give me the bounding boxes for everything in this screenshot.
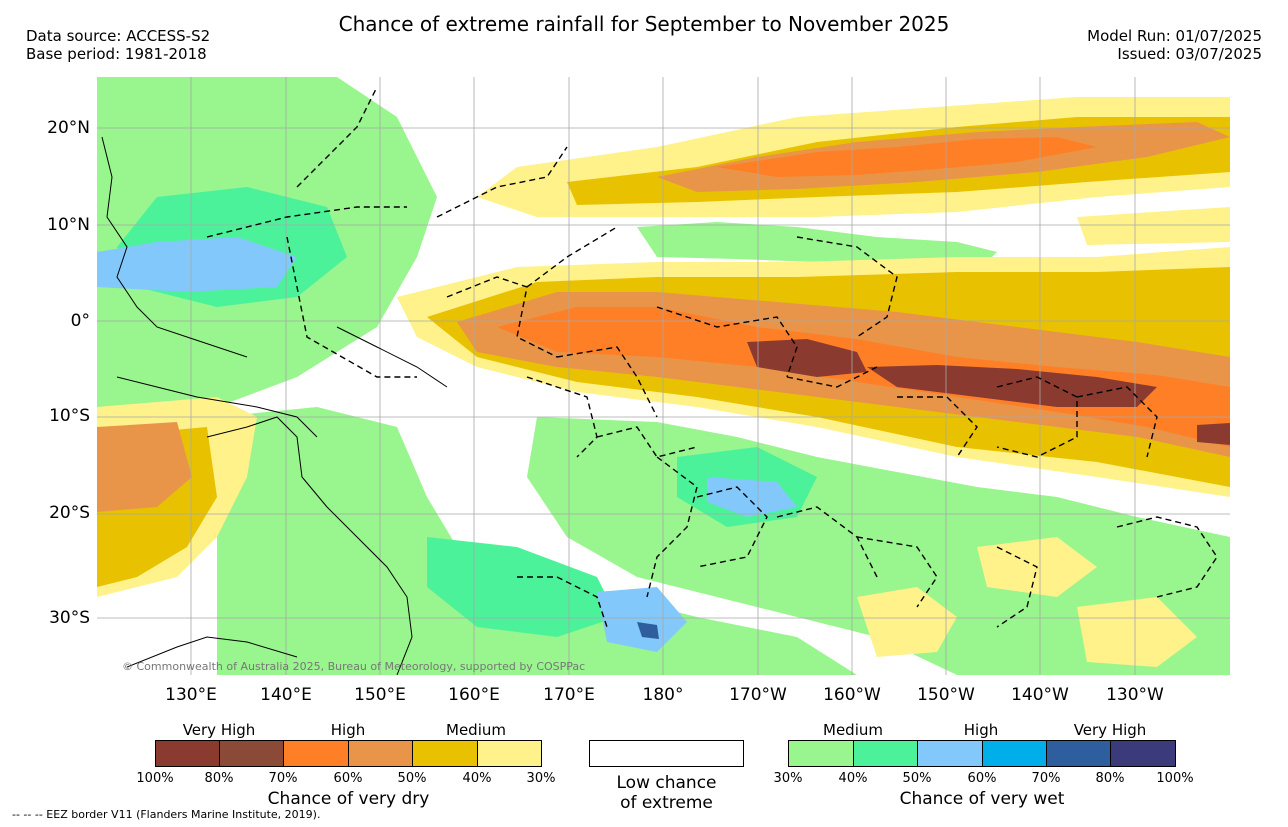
copyright-text: © Commonwealth of Australia 2025, Bureau…	[122, 660, 586, 673]
lat-label-10s: 10°S	[49, 406, 90, 426]
dry-tick: 50%	[397, 771, 427, 786]
low-chance-label: Low chance of extreme	[589, 773, 744, 813]
dry-swatch-60-50	[348, 740, 413, 767]
lon-label-140e: 140°E	[260, 685, 312, 705]
dry-region-equator-very-high-1	[747, 339, 867, 377]
map-panel	[97, 77, 1230, 675]
wet-blob-coral-sea	[427, 537, 617, 637]
wet-colorbar-label: Chance of very wet	[899, 789, 1065, 809]
wet-tick: 80%	[1095, 771, 1125, 786]
dry-region-equator-very-high-3	[1197, 423, 1230, 445]
data-source-text: Data source: ACCESS-S2	[26, 27, 211, 45]
lon-label-180: 180°	[642, 685, 684, 705]
dry-region-se-patch-1	[857, 587, 957, 657]
wet-swatch-80-100	[1110, 740, 1176, 767]
wet-tick: 100%	[1156, 771, 1194, 786]
dry-tick: 30%	[526, 771, 556, 786]
wet-swatch-40-50	[853, 740, 918, 767]
lon-label-130w: 130°W	[1106, 685, 1164, 705]
wet-tick: 50%	[902, 771, 932, 786]
rainfall-probability-map	[97, 77, 1230, 675]
wet-region-australia	[217, 407, 857, 675]
map-title: Chance of extreme rainfall for September…	[338, 12, 950, 36]
wet-swatch-50-60	[917, 740, 983, 767]
lon-label-170e: 170°E	[543, 685, 595, 705]
dry-region-nw-australia-orange	[97, 422, 192, 512]
wet-tick: 70%	[1031, 771, 1061, 786]
wet-blob-high-1	[97, 237, 297, 292]
lon-label-150w: 150°W	[917, 685, 975, 705]
lon-label-150e: 150°E	[354, 685, 406, 705]
lat-label-20n: 20°N	[47, 118, 90, 138]
lon-label-160w: 160°W	[823, 685, 881, 705]
dry-level-very-high: Very High	[182, 721, 256, 739]
dry-colorbar-label: Chance of very dry	[267, 789, 430, 809]
dry-level-high: High	[330, 721, 366, 739]
dry-tick: 60%	[333, 771, 363, 786]
eez-note: -- -- -- EEZ border V11 (Flanders Marine…	[12, 808, 321, 821]
lat-label-30s: 30°S	[49, 608, 90, 628]
wet-level-medium: Medium	[823, 721, 883, 739]
dry-region-equator-very-high-2	[867, 365, 1157, 407]
lat-label-20s: 20°S	[49, 503, 90, 523]
dry-tick: 70%	[268, 771, 298, 786]
dry-tick: 40%	[462, 771, 492, 786]
lon-label-170w: 170°W	[729, 685, 787, 705]
wet-swatch-70-80	[1046, 740, 1111, 767]
eez-borders	[206, 86, 1218, 628]
low-chance-line2: of extreme	[620, 793, 713, 813]
wet-blob-high-2	[597, 587, 687, 652]
wet-blob-high-3	[707, 477, 797, 517]
dry-region-se-patch-3	[1077, 597, 1197, 667]
dry-tick: 80%	[204, 771, 234, 786]
lon-label-140w: 140°W	[1011, 685, 1069, 705]
dry-region-equator-strong	[497, 307, 1230, 447]
low-chance-line1: Low chance	[616, 773, 717, 793]
lat-label-10n: 10°N	[47, 215, 90, 235]
dry-tick: 100%	[136, 771, 174, 786]
dry-swatch-50-40	[412, 740, 478, 767]
graticule	[97, 77, 1230, 675]
lon-label-130e: 130°E	[165, 685, 217, 705]
wet-tick: 40%	[838, 771, 868, 786]
wet-swatch-60-70	[982, 740, 1047, 767]
dry-region-north-east	[1077, 207, 1230, 245]
dry-region-north-strong	[717, 137, 1097, 177]
lat-label-0: 0°	[70, 311, 90, 331]
header-left: Data source: ACCESS-S2 Base period: 1981…	[26, 27, 210, 63]
wet-tick: 60%	[967, 771, 997, 786]
dry-level-medium: Medium	[446, 721, 506, 739]
base-period-text: Base period: 1981-2018	[26, 45, 207, 63]
wet-level-high: High	[963, 721, 999, 739]
wet-level-very-high: Very High	[1073, 721, 1147, 739]
dry-swatch-80-70	[219, 740, 284, 767]
model-run-text: Model Run: 01/07/2025	[1087, 27, 1262, 45]
low-chance-swatch	[589, 740, 744, 767]
header-right: Model Run: 01/07/2025 Issued: 03/07/2025	[1087, 27, 1262, 63]
coastlines	[101, 136, 448, 675]
dry-swatch-40-30	[477, 740, 542, 767]
wet-swatch-30-40	[788, 740, 854, 767]
wet-blob-very-high	[637, 622, 659, 639]
lon-label-160e: 160°E	[448, 685, 500, 705]
wet-tick: 30%	[773, 771, 803, 786]
issued-text: Issued: 03/07/2025	[1117, 45, 1262, 63]
dry-swatch-100-80	[155, 740, 220, 767]
dry-swatch-70-60	[283, 740, 349, 767]
